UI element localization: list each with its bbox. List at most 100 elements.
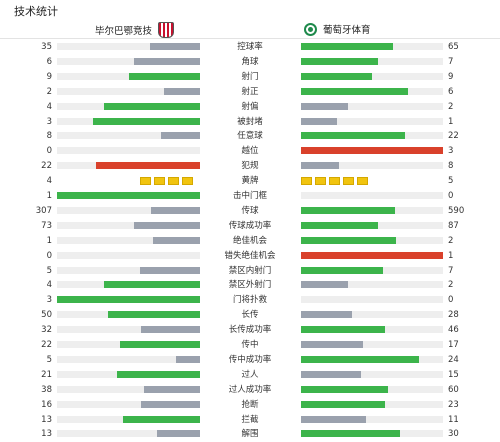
stat-label: 抢断 — [241, 399, 259, 410]
home-stat-bar — [57, 341, 200, 348]
stat-label: 传中 — [241, 340, 259, 350]
away-stat-bar-fill — [301, 281, 348, 289]
home-stat-value: 13 — [41, 429, 52, 440]
stat-label: 过人 — [241, 369, 259, 380]
away-stat-bar — [301, 341, 443, 348]
home-stat-bar-fill — [117, 370, 200, 378]
away-team-name: 葡萄牙体育 — [323, 25, 371, 36]
away-stat-bar — [301, 132, 443, 140]
stat-label: 传球 — [241, 205, 259, 216]
stat-label: 越位 — [241, 146, 259, 157]
away-stat-value: 22 — [448, 131, 459, 142]
home-team-header: 毕尔巴鄂竞技 — [95, 22, 175, 38]
away-stat-value: 65 — [448, 42, 459, 52]
away-stat-bar-fill — [301, 236, 397, 244]
away-stat-bar-fill — [301, 132, 405, 140]
header-divider — [0, 38, 500, 39]
home-stat-bar-fill — [139, 266, 200, 274]
away-stat-value: 5 — [448, 176, 454, 187]
away-stat-value: 3 — [448, 146, 454, 157]
home-yellow-cards — [140, 177, 193, 186]
yellow-card-icon — [154, 177, 165, 186]
away-stat-value: 60 — [448, 384, 459, 395]
home-stat-bar-fill — [164, 87, 200, 95]
stat-row: 307 传球 590 — [0, 204, 500, 219]
away-stat-bar — [301, 326, 443, 334]
home-stat-bar — [57, 221, 200, 229]
home-stat-value: 21 — [41, 369, 52, 380]
home-team-name: 毕尔巴鄂竞技 — [95, 26, 153, 37]
home-stat-value: 3 — [46, 116, 52, 127]
away-stat-bar — [301, 266, 443, 274]
home-stat-bar-fill — [122, 415, 200, 423]
home-stat-bar — [57, 251, 200, 259]
stat-row: 32 长传成功率 46 — [0, 323, 500, 338]
stat-label: 任意球 — [237, 131, 263, 142]
home-stat-bar-fill — [175, 355, 200, 363]
home-stat-bar — [57, 266, 200, 274]
home-stat-value: 38 — [41, 384, 52, 395]
away-stat-bar — [301, 370, 443, 378]
home-stat-bar — [57, 72, 200, 80]
away-stat-bar — [301, 206, 443, 214]
away-stat-bar-fill — [301, 57, 378, 65]
away-stat-value: 2 — [448, 235, 454, 246]
away-stat-bar-fill — [301, 72, 372, 80]
home-stat-value: 50 — [41, 310, 52, 321]
home-stat-value: 16 — [41, 399, 52, 410]
stat-label: 射门 — [241, 71, 259, 82]
home-stat-value: 22 — [41, 340, 52, 350]
home-stat-bar-fill — [57, 296, 200, 304]
away-stat-value: 8 — [448, 161, 454, 172]
stat-label: 射偏 — [241, 101, 259, 112]
home-stat-value: 0 — [46, 250, 52, 261]
home-stat-bar-fill — [161, 132, 200, 140]
away-stat-bar — [301, 355, 443, 363]
away-stat-value: 2 — [448, 280, 454, 291]
away-stat-bar-fill — [301, 326, 385, 334]
stat-label: 击中门框 — [232, 191, 267, 201]
yellow-card-icon — [140, 177, 151, 186]
home-stat-value: 4 — [46, 176, 52, 187]
home-stat-value: 2 — [46, 86, 52, 97]
away-stat-bar-fill — [301, 355, 419, 363]
stat-row: 21 过人 15 — [0, 368, 500, 383]
home-stat-bar — [57, 162, 200, 170]
home-stat-value: 13 — [41, 414, 52, 425]
stat-row: 6 角球 7 — [0, 55, 500, 70]
home-stat-bar — [57, 296, 200, 304]
away-stat-value: 0 — [448, 295, 454, 306]
stat-row: 4 禁区外射门 2 — [0, 278, 500, 293]
away-stat-bar-fill — [301, 311, 353, 319]
away-stat-value: 7 — [448, 265, 454, 276]
home-stat-value: 4 — [46, 280, 52, 291]
stat-label: 过人成功率 — [228, 384, 272, 395]
away-stat-bar — [301, 311, 443, 319]
stat-label: 长传 — [241, 310, 259, 321]
yellow-card-icon — [301, 177, 312, 186]
stat-label: 拦截 — [241, 414, 259, 425]
away-stat-bar-fill — [301, 385, 388, 393]
stat-row: 22 犯规 8 — [0, 159, 500, 174]
stat-row: 1 击中门框 0 — [0, 189, 500, 204]
away-stat-bar-fill — [301, 206, 395, 214]
away-stat-value: 590 — [448, 205, 465, 216]
home-stat-value: 4 — [46, 101, 52, 112]
stat-label: 解围 — [241, 429, 259, 440]
away-stat-bar — [301, 430, 443, 438]
stat-row: 8 任意球 22 — [0, 129, 500, 144]
away-stat-bar-fill — [301, 370, 361, 378]
away-stat-value: 6 — [448, 86, 454, 97]
away-stat-value: 1 — [448, 250, 454, 261]
page-title: 技术统计 — [14, 5, 58, 18]
away-stat-bar — [301, 400, 443, 408]
home-stat-bar-fill — [104, 102, 200, 110]
away-stat-bar — [301, 117, 443, 125]
home-stat-bar — [57, 355, 200, 363]
away-stat-bar-fill — [301, 102, 348, 110]
away-stat-value: 28 — [448, 310, 459, 321]
yellow-card-icon — [168, 177, 179, 186]
home-stat-bar — [57, 147, 200, 155]
home-stat-bar — [57, 311, 200, 319]
away-stat-bar — [301, 221, 443, 229]
